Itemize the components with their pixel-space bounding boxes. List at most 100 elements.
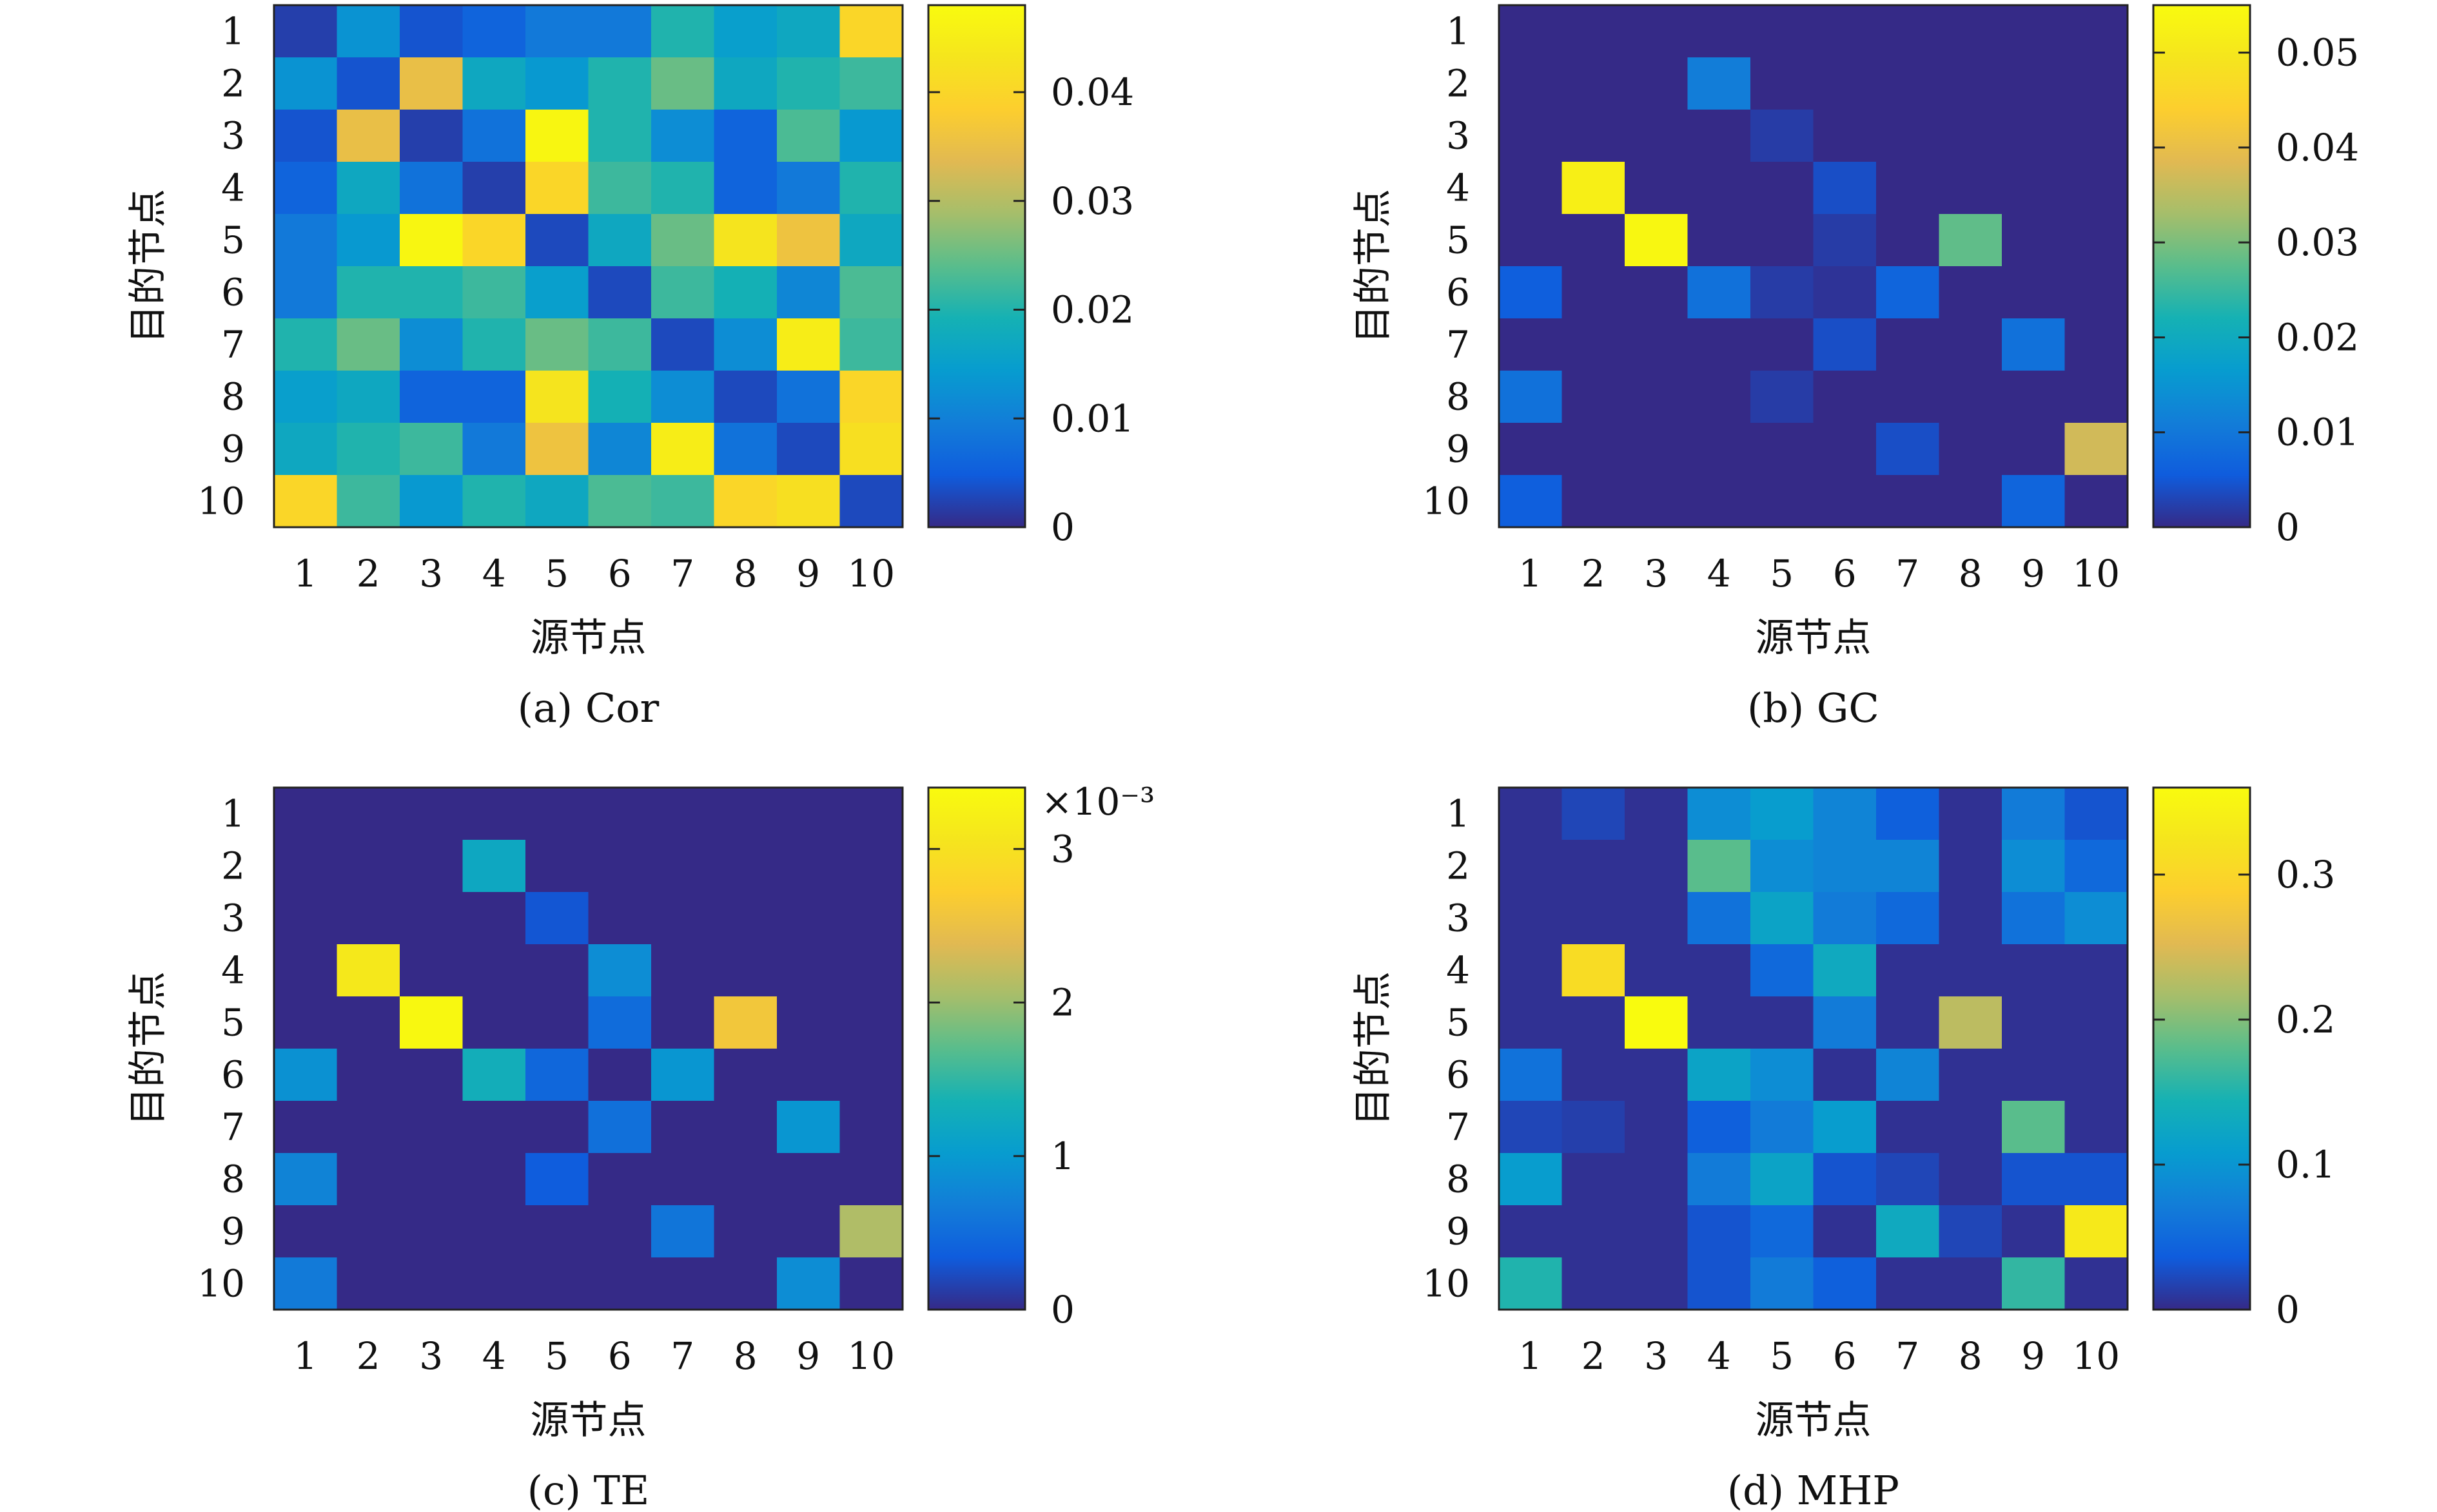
heatmap-cell [2064,1101,2128,1154]
heatmap-cell [2002,423,2066,476]
x-tick-label: 8 [734,552,758,596]
heatmap-cell [2002,57,2066,110]
colorbar-tick-label: 0.05 [2276,31,2359,75]
heatmap-cell [400,162,464,215]
x-tick-label: 2 [357,1334,380,1378]
heatmap-cell [1750,162,1814,215]
heatmap-cell [1813,266,1877,319]
x-tick-label: 9 [2021,1334,2045,1378]
heatmap-cell [2064,944,2128,997]
x-tick-label: 8 [1959,552,1982,596]
x-tick-label: 10 [2072,552,2120,596]
heatmap-cell [2064,423,2128,476]
heatmap-cell [651,840,715,893]
heatmap-cell [2064,57,2128,110]
heatmap-cell [1813,996,1877,1049]
heatmap-cell [400,892,464,945]
heatmap-cell [1939,944,2002,997]
heatmap-cell [274,214,338,267]
heatmap-cell [2002,475,2066,528]
heatmap-cell [1813,944,1877,997]
x-tick-label: 6 [1833,1334,1857,1378]
heatmap-cell [1499,840,1563,893]
heatmap-cell [337,944,400,997]
y-tick-label: 4 [1446,166,1470,210]
heatmap-cell [525,266,589,319]
heatmap-cell [1499,371,1563,423]
heatmap-cell [1625,944,1688,997]
heatmap-cell [337,266,400,319]
heatmap-cell [1813,1205,1877,1258]
x-tick-label: 5 [1770,552,1794,596]
heatmap-cell [714,1101,778,1154]
heatmap-cell [777,57,841,110]
x-tick-label: 2 [1581,1334,1605,1378]
heatmap-cell [400,371,464,423]
heatmap-cell [462,1205,526,1258]
heatmap-cell [525,5,589,58]
colorbar-tick-label: 0.3 [2276,853,2335,897]
heatmap-cell [1813,5,1877,58]
heatmap-cell [274,318,338,371]
heatmap-cell [1750,5,1814,58]
heatmap-cell [1750,475,1814,528]
y-tick-label: 1 [221,10,245,53]
heatmap-cell [1499,57,1563,110]
heatmap-cell [1499,944,1563,997]
heatmap-cell [525,788,589,840]
heatmap-cell [1750,1049,1814,1101]
heatmap-cell [714,57,778,110]
heatmap-cell [1939,57,2002,110]
heatmap-cell [777,1101,841,1154]
colorbar-frame [927,4,1026,528]
x-tick-label: 6 [1833,552,1857,596]
heatmap-cell [1687,1153,1751,1206]
x-tick-label: 10 [847,552,895,596]
heatmap-cell [588,1101,652,1154]
heatmap-cell [1687,110,1751,162]
heatmap-cell [525,318,589,371]
x-tick-label: 3 [419,552,443,596]
heatmap-cell [1625,5,1688,58]
y-tick-label: 1 [221,792,245,836]
colorbar [928,5,1025,527]
heatmap-cell [337,1205,400,1258]
heatmap-cell [714,423,778,476]
heatmap-cell [1750,214,1814,267]
heatmap-cell [462,162,526,215]
heatmap-cell [839,944,903,997]
heatmap-cell [839,371,903,423]
heatmap-cell [462,1153,526,1206]
heatmap-cell [462,1257,526,1310]
y-tick-label: 3 [1446,897,1470,940]
heatmap-cell [1687,996,1751,1049]
heatmap-cell [1939,1257,2002,1310]
heatmap-cell [1939,5,2002,58]
heatmap-cell [2064,1049,2128,1101]
heatmap-cell [714,318,778,371]
heatmap-cell [1813,214,1877,267]
heatmap-cell [1876,1153,1940,1206]
heatmap-cell [1499,318,1563,371]
heatmap-cell [2002,266,2066,319]
heatmap-cell [2064,266,2128,319]
heatmap-cell [337,840,400,893]
x-tick-label: 5 [1770,1334,1794,1378]
heatmap-cell [400,1101,464,1154]
heatmap-cell [2002,5,2066,58]
x-tick-label: 3 [1644,552,1668,596]
heatmap-cell [337,5,400,58]
heatmap-cell [651,110,715,162]
y-tick-label: 2 [221,62,245,106]
x-tick-label: 1 [1518,1334,1542,1378]
y-tick-label: 4 [221,166,245,210]
heatmap-cell [839,892,903,945]
heatmap-cell [525,214,589,267]
colorbar-tick-label: 0.02 [2276,315,2359,359]
heatmap-cell [462,371,526,423]
heatmap-cell [2064,840,2128,893]
heatmap-cell [777,1205,841,1258]
colorbar-tick-label: 0.01 [2276,411,2359,454]
heatmap-cell [1813,57,1877,110]
heatmap-cell [274,266,338,319]
